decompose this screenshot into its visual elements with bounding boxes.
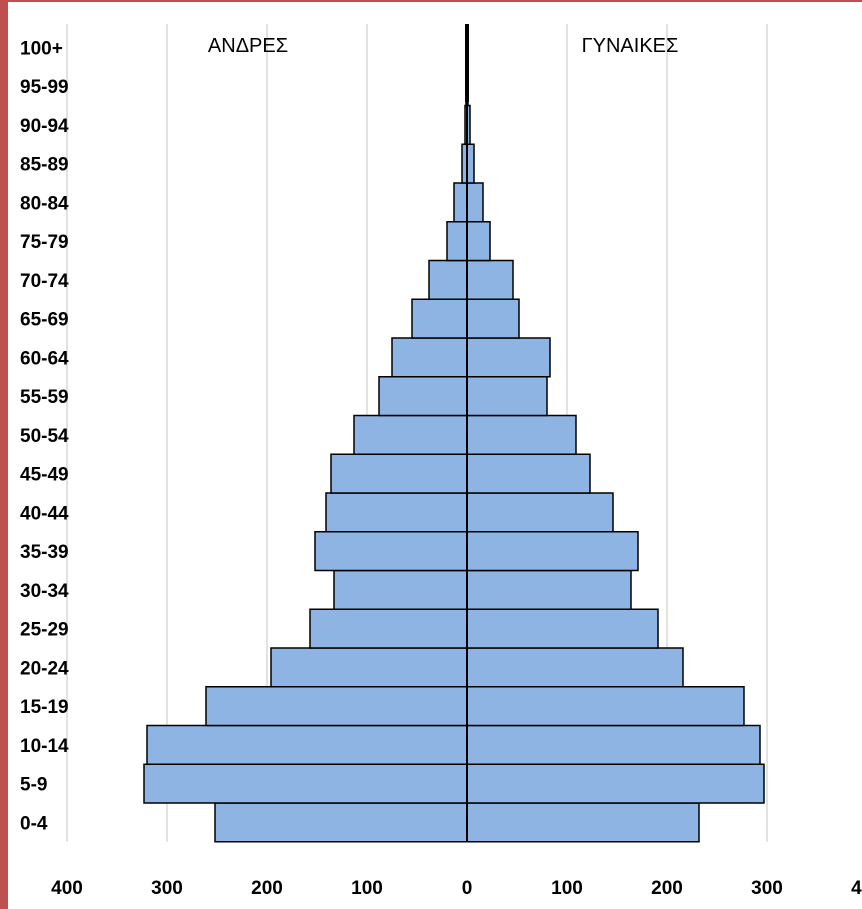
age-label: 5-9 bbox=[20, 775, 47, 796]
series-label-men: ΑΝΔΡΕΣ bbox=[208, 35, 288, 57]
bar-men-0-4 bbox=[214, 802, 468, 843]
bar-men-50-54 bbox=[353, 414, 468, 455]
age-label: 40-44 bbox=[20, 503, 69, 524]
bar-men-45-49 bbox=[330, 453, 468, 494]
age-label: 100+ bbox=[20, 38, 63, 59]
bar-women-35-39 bbox=[466, 531, 639, 572]
x-tick-label: 400 bbox=[51, 878, 83, 899]
age-label: 60-64 bbox=[20, 348, 69, 369]
bar-women-70-74 bbox=[466, 259, 514, 300]
bar-women-5-9 bbox=[466, 763, 765, 804]
bar-men-80-84 bbox=[453, 182, 468, 223]
age-label: 25-29 bbox=[20, 620, 69, 641]
bar-men-55-59 bbox=[378, 376, 468, 417]
x-axis-tick-labels: 5004003002001000100200300400500 bbox=[51, 878, 862, 899]
bar-women-0-4 bbox=[466, 802, 700, 843]
bar-women-55-59 bbox=[466, 376, 548, 417]
bar-women-85-89 bbox=[466, 143, 475, 184]
bar-men-35-39 bbox=[314, 531, 468, 572]
age-label: 15-19 bbox=[20, 697, 69, 718]
bar-women-25-29 bbox=[466, 608, 659, 649]
x-tick-label: 100 bbox=[551, 878, 583, 899]
age-label: 20-24 bbox=[20, 658, 69, 679]
age-label: 35-39 bbox=[20, 542, 69, 563]
bar-men-20-24 bbox=[270, 647, 468, 688]
x-tick-label: 300 bbox=[751, 878, 783, 899]
bar-men-15-19 bbox=[205, 686, 468, 727]
bar-women-45-49 bbox=[466, 453, 591, 494]
bar-men-30-34 bbox=[333, 569, 468, 610]
age-label: 75-79 bbox=[20, 232, 69, 253]
age-label: 90-94 bbox=[20, 116, 69, 137]
bar-men-60-64 bbox=[391, 337, 468, 378]
bar-men-40-44 bbox=[325, 492, 468, 533]
age-label: 0-4 bbox=[20, 813, 48, 834]
bar-men-75-79 bbox=[446, 221, 468, 262]
bar-men-10-14 bbox=[146, 724, 468, 765]
bar-women-60-64 bbox=[466, 337, 551, 378]
series-label-women: ΓΥΝΑΙΚΕΣ bbox=[582, 35, 679, 57]
x-tick-label: 0 bbox=[462, 878, 473, 899]
bar-women-65-69 bbox=[466, 298, 520, 339]
series-labels: ΑΝΔΡΕΣ ΓΥΝΑΙΚΕΣ bbox=[208, 35, 678, 57]
bar-women-75-79 bbox=[466, 221, 491, 262]
age-label: 85-89 bbox=[20, 155, 69, 176]
age-label: 45-49 bbox=[20, 465, 69, 486]
bar-women-50-54 bbox=[466, 414, 577, 455]
age-label: 95-99 bbox=[20, 77, 69, 98]
age-label: 30-34 bbox=[20, 581, 69, 602]
bar-men-5-9 bbox=[143, 763, 468, 804]
x-tick-label: 200 bbox=[251, 878, 283, 899]
age-label: 10-14 bbox=[20, 736, 69, 757]
x-tick-label: 200 bbox=[651, 878, 683, 899]
bar-women-15-19 bbox=[466, 686, 745, 727]
bar-women-30-34 bbox=[466, 569, 632, 610]
x-tick-label: 100 bbox=[351, 878, 383, 899]
population-pyramid-chart: 0-4 5-9 10-14 15-19 20-24 25-29 30-34 35-39 40-4… bbox=[20, 24, 862, 899]
bar-women-20-24 bbox=[466, 647, 684, 688]
bar-women-10-14 bbox=[466, 724, 761, 765]
bar-women-80-84 bbox=[466, 182, 484, 223]
age-label: 50-54 bbox=[20, 426, 69, 447]
age-label: 55-59 bbox=[20, 387, 69, 408]
bar-men-25-29 bbox=[309, 608, 468, 649]
age-label: 65-69 bbox=[20, 310, 69, 331]
bar-men-70-74 bbox=[428, 259, 468, 300]
age-group-labels: 0-4 5-9 10-14 15-19 20-24 25-29 30-34 35-39 40-4… bbox=[20, 38, 69, 834]
bars bbox=[143, 27, 765, 843]
bar-men-65-69 bbox=[411, 298, 468, 339]
age-label: 80-84 bbox=[20, 193, 69, 214]
age-label: 70-74 bbox=[20, 271, 69, 292]
x-tick-label: 400 bbox=[851, 878, 862, 899]
bar-women-40-44 bbox=[466, 492, 614, 533]
x-tick-label: 300 bbox=[151, 878, 183, 899]
